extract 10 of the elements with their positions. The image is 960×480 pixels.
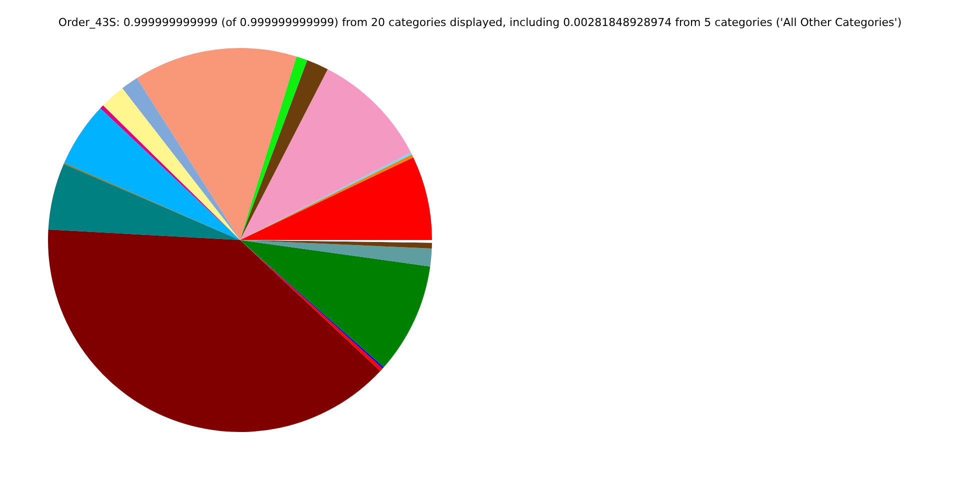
pie-slice bbox=[240, 240, 430, 368]
pie-slice bbox=[136, 48, 296, 240]
pie-slice bbox=[240, 56, 308, 240]
pie-slice bbox=[240, 69, 411, 240]
pie-slice bbox=[240, 60, 328, 240]
pie-slice bbox=[48, 230, 380, 432]
text: Order_43S: 0.999999999999 (of 0.999999999999) from 20 categories displayed, including 0.00281848928974 from 5 categories ('All Other Categories') bbox=[58, 16, 902, 29]
pie-slice bbox=[122, 78, 240, 240]
pie-slice bbox=[240, 240, 432, 266]
pie-slice bbox=[64, 108, 240, 240]
